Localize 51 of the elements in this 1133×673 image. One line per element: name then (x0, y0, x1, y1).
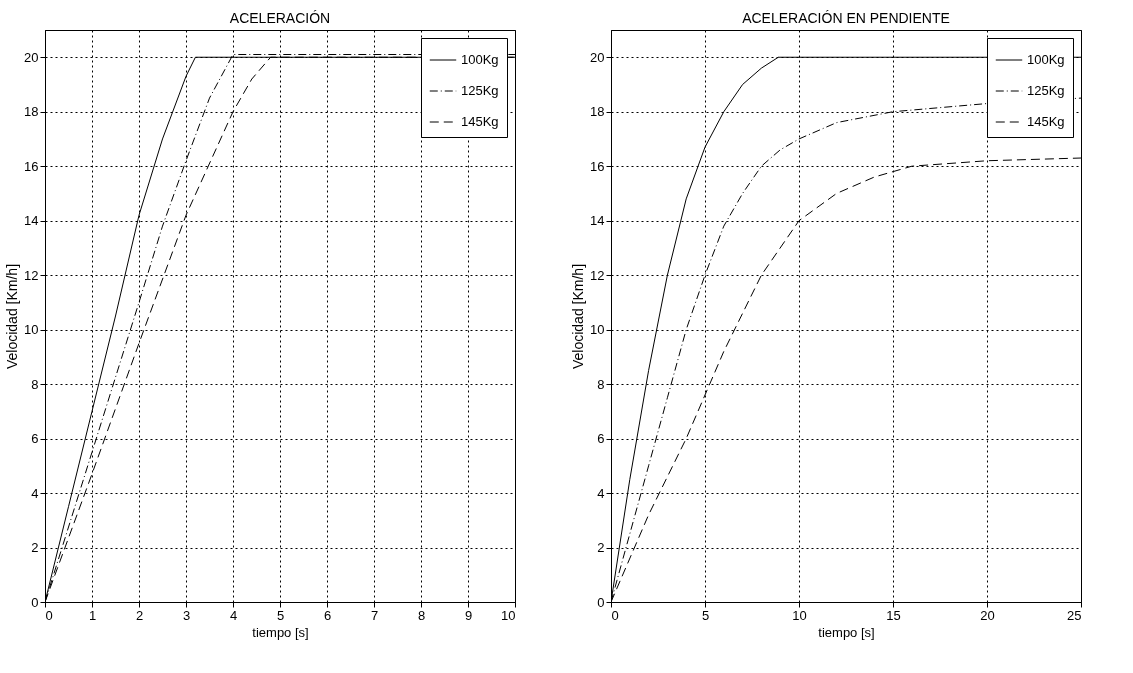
chart-title: ACELERACIÓN EN PENDIENTE (742, 10, 950, 26)
legend-label: 125Kg (1027, 83, 1065, 98)
x-tick-label: 2 (135, 607, 144, 623)
y-tick-label: 4 (31, 485, 39, 501)
x-tick-label: 1 (88, 607, 97, 623)
y-axis-title: Velocidad [Km/h] (4, 263, 21, 370)
x-tick-label: 5 (276, 607, 285, 623)
y-tick-label: 20 (590, 49, 605, 65)
chart-title: ACELERACIÓN (229, 10, 331, 26)
y-tick-label: 8 (597, 376, 605, 392)
x-tick-label: 5 (701, 607, 710, 623)
x-axis-title: tiempo [s] (818, 624, 875, 640)
y-tick-label: 12 (590, 267, 605, 283)
x-tick-label: 25 (1067, 607, 1082, 623)
y-tick-label: 2 (597, 540, 605, 556)
x-tick-label: 6 (323, 607, 332, 623)
x-tick-label: 3 (182, 607, 191, 623)
y-tick-label: 20 (24, 49, 39, 65)
y-tick-label: 0 (31, 594, 39, 610)
legend-label: 125Kg (461, 83, 499, 98)
y-tick-label: 6 (31, 431, 39, 447)
y-tick-label: 14 (24, 213, 39, 229)
legend-label: 100Kg (1027, 52, 1065, 67)
x-tick-label: 7 (370, 607, 379, 623)
x-tick-label: 20 (980, 607, 995, 623)
y-tick-label: 6 (597, 431, 605, 447)
x-tick-label: 15 (886, 607, 901, 623)
x-tick-label: 10 (501, 607, 516, 623)
y-tick-label: 14 (590, 213, 605, 229)
x-tick-label: 10 (792, 607, 807, 623)
y-tick-label: 0 (597, 594, 605, 610)
x-tick-label: 0 (45, 607, 53, 623)
y-tick-label: 10 (24, 322, 39, 338)
y-tick-label: 18 (590, 104, 605, 120)
x-tick-label: 4 (229, 607, 238, 623)
y-tick-label: 12 (24, 267, 39, 283)
x-tick-label: 8 (417, 607, 426, 623)
y-tick-label: 2 (31, 540, 39, 556)
y-axis-title: Velocidad [Km/h] (570, 263, 587, 370)
y-tick-label: 16 (590, 158, 605, 174)
legend-label: 145Kg (461, 114, 499, 129)
y-tick-label: 18 (24, 104, 39, 120)
x-tick-label: 0 (611, 607, 619, 623)
legend-label: 145Kg (1027, 114, 1065, 129)
legend-label: 100Kg (461, 52, 499, 67)
y-tick-label: 16 (24, 158, 39, 174)
y-tick-label: 8 (31, 376, 39, 392)
y-tick-label: 10 (590, 322, 605, 338)
y-tick-label: 4 (597, 485, 605, 501)
x-tick-label: 9 (464, 607, 473, 623)
x-axis-title: tiempo [s] (252, 624, 309, 640)
